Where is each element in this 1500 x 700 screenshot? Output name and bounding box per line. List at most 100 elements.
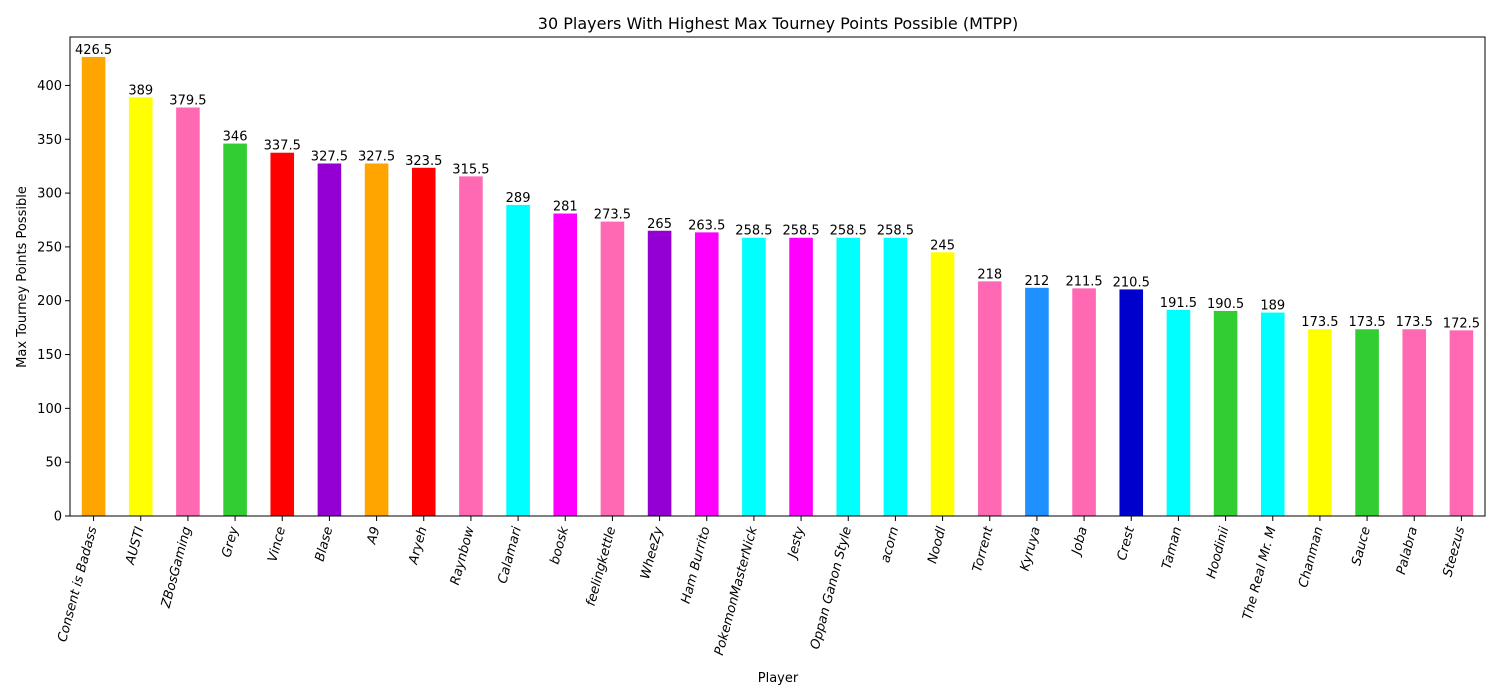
x-tick-label: Chanman bbox=[1296, 525, 1327, 589]
bar bbox=[789, 237, 813, 516]
x-tick-label: Oppan Ganon Style bbox=[808, 525, 855, 651]
bar bbox=[270, 152, 295, 516]
bar-value-label: 273.5 bbox=[594, 208, 631, 223]
bar bbox=[317, 163, 342, 516]
bar bbox=[647, 230, 672, 516]
bar-value-label: 173.5 bbox=[1348, 315, 1385, 330]
bar-value-label: 172.5 bbox=[1443, 316, 1480, 331]
bar bbox=[1449, 330, 1474, 516]
bar bbox=[930, 252, 955, 517]
x-tick-label: Blase bbox=[313, 525, 337, 563]
bar bbox=[1025, 287, 1049, 516]
x-tick-label: The Real Mr. M bbox=[1240, 525, 1279, 622]
x-tick-label: Consent is Badass bbox=[55, 525, 100, 644]
data-labels-group: 426.5 389 379.5 346 337.5 327.5 327.5 323.5 315.… bbox=[75, 43, 1480, 331]
x-tick-label: A9 bbox=[364, 525, 383, 546]
x-axis-label: Player bbox=[758, 671, 799, 686]
x-tick-label: AUSTI bbox=[123, 525, 148, 567]
x-tick-label: Steezus bbox=[1441, 525, 1469, 579]
bar bbox=[364, 163, 389, 516]
x-tick-label: acorn bbox=[878, 525, 902, 564]
x-tick-label: Calamari bbox=[495, 525, 525, 585]
bar-value-label: 191.5 bbox=[1160, 296, 1197, 311]
bar-value-label: 258.5 bbox=[735, 224, 772, 239]
bar-value-label: 379.5 bbox=[169, 94, 206, 109]
y-tick-label: 300 bbox=[37, 187, 62, 202]
y-tick-label: 50 bbox=[45, 456, 62, 471]
y-tick-label: 350 bbox=[37, 133, 62, 148]
x-tick-label: ZBosGaming bbox=[158, 525, 194, 610]
x-tick-label: Noodl bbox=[925, 525, 949, 565]
y-tick-label: 200 bbox=[37, 294, 62, 309]
bar-value-label: 218 bbox=[977, 267, 1002, 282]
bar-value-label: 173.5 bbox=[1396, 315, 1433, 330]
bar bbox=[553, 213, 578, 516]
bar bbox=[600, 221, 625, 516]
bar bbox=[977, 281, 1002, 516]
bar bbox=[836, 237, 861, 516]
y-tick-label: 400 bbox=[37, 79, 62, 94]
bar bbox=[694, 232, 719, 516]
bar-value-label: 210.5 bbox=[1113, 275, 1150, 290]
y-tick-label: 100 bbox=[37, 402, 62, 417]
x-tick-label: PokemonMasterNick bbox=[712, 525, 761, 657]
x-tick-label: Crest bbox=[1115, 524, 1139, 562]
bar-value-label: 258.5 bbox=[782, 224, 819, 239]
bar-value-label: 346 bbox=[223, 130, 248, 145]
bar-value-label: 190.5 bbox=[1207, 297, 1244, 312]
y-axis-label: Max Tourney Points Possible bbox=[15, 186, 30, 368]
bar-value-label: 315.5 bbox=[452, 162, 489, 177]
x-axis-ticks: Consent is Badass AUSTI ZBosGaming Grey Vinc… bbox=[55, 516, 1468, 657]
bar-value-label: 258.5 bbox=[830, 224, 867, 239]
bar-value-label: 389 bbox=[128, 83, 153, 98]
x-tick-label: Torrent bbox=[970, 524, 997, 573]
bar bbox=[128, 97, 153, 516]
bar bbox=[81, 56, 106, 516]
plot-frame bbox=[69, 36, 1486, 517]
x-tick-label: Joba bbox=[1068, 525, 1091, 559]
bar bbox=[506, 204, 530, 516]
y-tick-label: 150 bbox=[37, 348, 62, 363]
chart-title: 30 Players With Highest Max Tourney Poin… bbox=[538, 14, 1018, 33]
x-tick-label: Kyruya bbox=[1018, 525, 1044, 572]
y-tick-label: 250 bbox=[37, 240, 62, 255]
y-axis-ticks: 0 50 100 150 200 250 300 350 400 bbox=[37, 79, 70, 525]
x-tick-label: boosk bbox=[548, 525, 573, 566]
bar-value-label: 327.5 bbox=[311, 149, 348, 164]
bar bbox=[1072, 288, 1096, 516]
x-tick-label: feelingkettle bbox=[584, 525, 620, 608]
bar-value-label: 211.5 bbox=[1065, 274, 1102, 289]
bar-value-label: 212 bbox=[1025, 274, 1050, 289]
bar bbox=[742, 237, 766, 516]
bar-value-label: 281 bbox=[553, 200, 578, 215]
bar-value-label: 327.5 bbox=[358, 149, 395, 164]
bar-value-label: 426.5 bbox=[75, 43, 112, 58]
bar-value-label: 189 bbox=[1260, 299, 1285, 314]
x-tick-label: Palabra bbox=[1394, 525, 1421, 576]
bar bbox=[411, 167, 436, 516]
bar-value-label: 245 bbox=[930, 238, 955, 253]
x-tick-label: Vince bbox=[265, 525, 289, 564]
x-tick-label: Sauce bbox=[1349, 525, 1374, 567]
x-tick-label: Taman bbox=[1160, 525, 1186, 571]
x-tick-label: Ham Burrito bbox=[679, 525, 714, 605]
bar bbox=[1308, 329, 1332, 516]
bar-value-label: 263.5 bbox=[688, 218, 725, 233]
bar bbox=[223, 143, 247, 517]
bar bbox=[1166, 309, 1191, 516]
bar-value-label: 265 bbox=[647, 217, 672, 232]
bars-group bbox=[81, 56, 1474, 517]
bar bbox=[883, 237, 908, 516]
bar-value-label: 323.5 bbox=[405, 154, 442, 169]
bar bbox=[1355, 329, 1379, 516]
bar bbox=[1260, 312, 1285, 516]
bar bbox=[459, 176, 483, 516]
x-tick-label: WheeZy bbox=[638, 525, 666, 581]
bar bbox=[1119, 289, 1144, 516]
bar-value-label: 337.5 bbox=[264, 139, 301, 154]
bar bbox=[176, 107, 200, 517]
bar bbox=[1213, 310, 1238, 516]
x-tick-label: Aryeh bbox=[406, 525, 431, 567]
bar-value-label: 173.5 bbox=[1301, 315, 1338, 330]
